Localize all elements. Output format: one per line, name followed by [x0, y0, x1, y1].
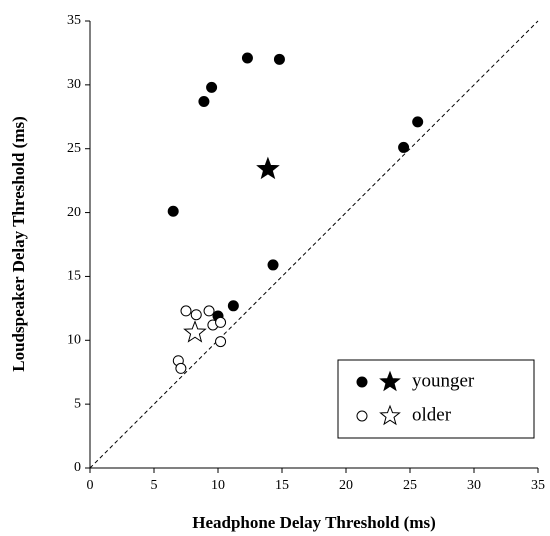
point — [203, 305, 215, 317]
x-tick-label: 20 — [339, 478, 353, 493]
y-tick-label: 5 — [74, 396, 81, 411]
point — [267, 259, 279, 271]
x-tick-label: 35 — [531, 478, 545, 493]
y-tick-label: 15 — [67, 269, 81, 284]
point — [198, 95, 210, 107]
point — [215, 316, 227, 328]
point — [412, 116, 424, 128]
mean-star — [256, 156, 280, 180]
point — [273, 53, 285, 65]
point — [190, 309, 202, 321]
point — [206, 81, 218, 93]
x-tick-label: 0 — [87, 478, 94, 493]
legend-dot — [356, 376, 368, 388]
legend-label: younger — [412, 370, 475, 391]
y-tick-label: 25 — [67, 141, 81, 156]
legend-box — [337, 359, 535, 439]
point — [167, 205, 179, 217]
x-tick-label: 5 — [151, 478, 158, 493]
y-axis-title: Loudspeaker Delay Threshold (ms) — [9, 116, 28, 372]
point — [227, 300, 239, 312]
y-tick-label: 35 — [67, 13, 81, 28]
legend-label: older — [412, 404, 452, 425]
mean-star — [183, 320, 207, 343]
legend-star — [379, 404, 401, 426]
point — [215, 336, 227, 348]
y-tick-label: 30 — [67, 77, 81, 92]
point — [398, 141, 410, 153]
y-tick-label: 20 — [67, 205, 81, 220]
identity-line — [89, 20, 539, 469]
legend-dot — [356, 410, 368, 422]
point — [180, 305, 192, 317]
x-tick-label: 10 — [211, 478, 225, 493]
point — [175, 362, 187, 374]
y-tick-label: 0 — [74, 460, 81, 475]
x-tick-label: 25 — [403, 478, 417, 493]
point — [241, 52, 253, 64]
x-tick-label: 15 — [275, 478, 289, 493]
x-axis-title: Headphone Delay Threshold (ms) — [192, 513, 436, 532]
legend-star — [379, 370, 401, 392]
y-tick-label: 10 — [67, 333, 81, 348]
x-tick-label: 30 — [467, 478, 481, 493]
